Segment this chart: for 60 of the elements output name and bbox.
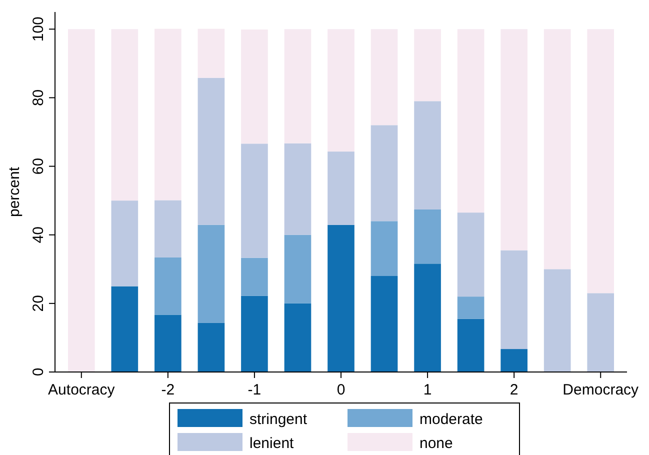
x-tick-label: -2 bbox=[161, 382, 175, 398]
bar bbox=[457, 29, 484, 213]
bar bbox=[414, 101, 441, 210]
x-tick-label: 0 bbox=[336, 382, 346, 398]
x-tick-label: Autocracy bbox=[48, 382, 116, 398]
bar bbox=[284, 234, 312, 304]
x-tick-label: 1 bbox=[423, 382, 432, 398]
y-tick-label: 60 bbox=[30, 158, 47, 175]
bar bbox=[587, 293, 614, 372]
legend-label: lenient bbox=[250, 435, 295, 452]
bar bbox=[111, 286, 138, 372]
bar bbox=[500, 250, 528, 350]
bar bbox=[284, 143, 312, 235]
bar bbox=[587, 29, 614, 294]
x-tick-label: 2 bbox=[510, 382, 518, 398]
bar bbox=[284, 29, 312, 144]
bar bbox=[241, 258, 268, 296]
bar bbox=[284, 303, 312, 372]
bar bbox=[111, 29, 138, 201]
bar bbox=[111, 200, 138, 286]
bar bbox=[154, 314, 182, 372]
bar bbox=[328, 29, 354, 152]
bar bbox=[457, 212, 484, 297]
bar bbox=[198, 78, 225, 225]
bar bbox=[68, 29, 95, 372]
bar bbox=[198, 224, 225, 323]
bar bbox=[414, 29, 441, 102]
bar bbox=[370, 276, 398, 372]
bar bbox=[370, 29, 398, 126]
bar bbox=[544, 269, 571, 372]
y-tick-label: 100 bbox=[30, 16, 47, 42]
legend-label: stringent bbox=[250, 411, 308, 428]
bar bbox=[370, 125, 398, 222]
bar bbox=[500, 29, 528, 250]
bar bbox=[241, 29, 268, 144]
legend-label: none bbox=[420, 435, 453, 452]
x-tick-label: Democracy bbox=[562, 382, 640, 398]
bar bbox=[500, 349, 528, 372]
bar bbox=[457, 318, 484, 372]
bar bbox=[241, 144, 268, 258]
y-axis-title: percent bbox=[6, 166, 23, 218]
y-tick-label: 0 bbox=[30, 368, 47, 376]
y-tick-label: 20 bbox=[30, 295, 47, 312]
y-tick-label: 40 bbox=[30, 226, 47, 244]
bar bbox=[241, 296, 268, 372]
x-tick-label: -1 bbox=[248, 382, 262, 398]
bar bbox=[198, 28, 225, 78]
bar bbox=[414, 209, 441, 264]
bar bbox=[154, 28, 182, 200]
bar bbox=[328, 224, 354, 372]
bar bbox=[154, 200, 182, 258]
bar bbox=[198, 322, 225, 372]
bar bbox=[154, 257, 182, 315]
bar bbox=[328, 152, 354, 225]
bar bbox=[457, 296, 484, 319]
bar bbox=[370, 221, 398, 276]
bar bbox=[544, 29, 571, 270]
y-tick-label: 80 bbox=[30, 89, 47, 106]
bar bbox=[414, 264, 441, 372]
legend-label: moderate bbox=[420, 411, 483, 428]
